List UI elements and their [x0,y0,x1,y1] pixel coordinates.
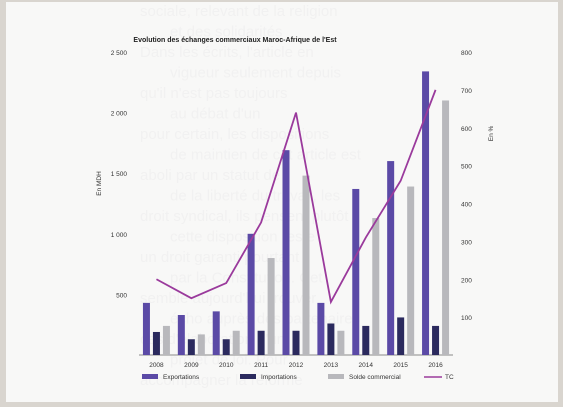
bar-solde-commercial [198,334,205,355]
right-axis-tick-label: 300 [461,239,472,246]
x-tick-label: 2015 [393,362,408,369]
bar-importations [223,339,230,355]
bar-importations [397,317,404,355]
x-tick-label: 2012 [289,362,304,369]
bar-importations [362,326,369,355]
x-tick-label: 2016 [428,362,443,369]
x-tick-label: 2008 [149,362,164,369]
bar-exportations [317,303,324,355]
bar-solde-commercial [372,218,379,355]
bar-solde-commercial [233,331,240,355]
left-axis-tick-label: 500 [116,292,127,299]
bar-solde-commercial [268,258,275,355]
right-axis-tick-label: 700 [461,88,472,95]
bar-exportations [387,161,394,355]
bar-solde-commercial [442,100,449,355]
right-axis-tick-label: 800 [461,50,472,57]
bar-importations [188,339,195,355]
bar-importations [293,331,300,355]
left-axis-label: En MDH [96,171,103,196]
left-axis-tick-label: 2 000 [111,111,128,118]
right-axis-tick-label: 400 [461,202,472,209]
legend-label: Importations [261,374,298,381]
legend-label: Solde commercial [349,374,401,381]
bar-importations [432,326,439,355]
right-axis-tick-label: 600 [461,126,472,133]
left-axis-tick-label: 2 500 [111,50,128,57]
bar-exportations [248,234,255,355]
chart-panel: 500 1 000 1 500 2 000 2 500 En MDH 100 200 300 40… [6,2,558,402]
right-axis-tick-label: 100 [461,315,472,322]
bar-importations [153,332,160,355]
x-axis-labels: 2008 2009 2010 2011 2012 2013 2014 2015 2016 [149,362,443,369]
bar-importations [258,331,265,355]
x-tick-label: 2014 [359,362,374,369]
bar-solde-commercial [337,331,344,355]
chart-background [6,2,558,402]
bar-solde-commercial [407,187,414,355]
right-axis-tick-label: 500 [461,164,472,171]
legend-swatch [142,374,158,379]
left-axis-tick-label: 1 000 [111,232,128,239]
right-axis-label: En % [488,126,495,142]
chart: 500 1 000 1 500 2 000 2 500 En MDH 100 200 300 40… [6,2,558,402]
right-axis-tick-label: 200 [461,277,472,284]
bar-solde-commercial [163,326,170,355]
chart-title: Evolution des échanges commerciaux Maroc… [90,37,380,44]
legend-swatch [328,374,344,379]
bar-exportations [283,150,290,355]
bar-importations [327,323,334,355]
legend-label: TC [445,374,454,381]
bar-solde-commercial [303,176,310,355]
bar-exportations [352,189,359,355]
bar-exportations [213,311,220,355]
x-tick-label: 2013 [324,362,339,369]
legend-swatch [240,374,256,379]
legend-label: Exportations [163,374,200,381]
bar-exportations [178,315,185,355]
left-axis-tick-label: 1 500 [111,171,128,178]
x-tick-label: 2011 [254,362,268,369]
x-tick-label: 2010 [219,362,234,369]
bar-exportations [143,303,150,355]
x-tick-label: 2009 [184,362,199,369]
